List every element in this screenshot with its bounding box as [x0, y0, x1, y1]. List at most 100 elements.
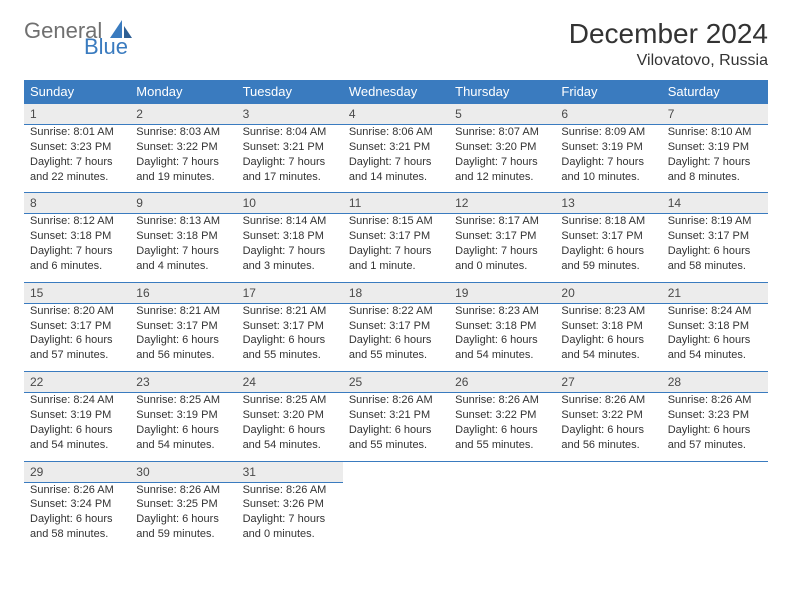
sunset-text: Sunset: 3:18 PM — [668, 319, 762, 334]
daylight-text: Daylight: 6 hours — [455, 423, 549, 438]
calendar-table: Sunday Monday Tuesday Wednesday Thursday… — [24, 80, 768, 550]
week-row: Sunrise: 8:26 AMSunset: 3:24 PMDaylight:… — [24, 482, 768, 550]
daylight-text: and 59 minutes. — [561, 259, 655, 274]
daylight-text: Daylight: 6 hours — [349, 423, 443, 438]
day-cell: Sunrise: 8:10 AMSunset: 3:19 PMDaylight:… — [662, 125, 768, 193]
day-number: 31 — [237, 461, 343, 482]
day-of-week-row: Sunday Monday Tuesday Wednesday Thursday… — [24, 80, 768, 104]
sunrise-text: Sunrise: 8:22 AM — [349, 304, 443, 319]
daylight-text: and 0 minutes. — [455, 259, 549, 274]
sunset-text: Sunset: 3:23 PM — [30, 140, 124, 155]
sunrise-text: Sunrise: 8:24 AM — [30, 393, 124, 408]
daylight-text: and 0 minutes. — [243, 527, 337, 542]
daylight-text: Daylight: 6 hours — [243, 423, 337, 438]
daylight-text: and 55 minutes. — [349, 438, 443, 453]
day-number: 3 — [237, 104, 343, 125]
day-cell: Sunrise: 8:25 AMSunset: 3:20 PMDaylight:… — [237, 393, 343, 461]
daylight-text: Daylight: 7 hours — [668, 155, 762, 170]
sunrise-text: Sunrise: 8:25 AM — [136, 393, 230, 408]
daylight-text: Daylight: 6 hours — [668, 333, 762, 348]
daylight-text: Daylight: 6 hours — [136, 333, 230, 348]
daylight-text: and 54 minutes. — [561, 348, 655, 363]
daylight-text: and 14 minutes. — [349, 170, 443, 185]
sunrise-text: Sunrise: 8:03 AM — [136, 125, 230, 140]
daylight-text: Daylight: 7 hours — [136, 155, 230, 170]
day-cell: Sunrise: 8:13 AMSunset: 3:18 PMDaylight:… — [130, 214, 236, 282]
sunrise-text: Sunrise: 8:26 AM — [455, 393, 549, 408]
daylight-text: and 54 minutes. — [243, 438, 337, 453]
daylight-text: and 55 minutes. — [349, 348, 443, 363]
day-number: 9 — [130, 193, 236, 214]
sunrise-text: Sunrise: 8:24 AM — [668, 304, 762, 319]
day-number: 13 — [555, 193, 661, 214]
day-cell: Sunrise: 8:25 AMSunset: 3:19 PMDaylight:… — [130, 393, 236, 461]
dow-sun: Sunday — [24, 80, 130, 104]
sunset-text: Sunset: 3:17 PM — [349, 229, 443, 244]
day-cell: Sunrise: 8:01 AMSunset: 3:23 PMDaylight:… — [24, 125, 130, 193]
daylight-text: and 10 minutes. — [561, 170, 655, 185]
daylight-text: and 58 minutes. — [30, 527, 124, 542]
day-cell: Sunrise: 8:23 AMSunset: 3:18 PMDaylight:… — [449, 303, 555, 371]
sunrise-text: Sunrise: 8:20 AM — [30, 304, 124, 319]
day-cell: Sunrise: 8:20 AMSunset: 3:17 PMDaylight:… — [24, 303, 130, 371]
brand-text: General Blue — [24, 18, 102, 44]
month-title: December 2024 — [569, 18, 768, 50]
empty-cell — [555, 482, 661, 550]
daylight-text: and 59 minutes. — [136, 527, 230, 542]
title-block: December 2024 Vilovatovo, Russia — [569, 18, 768, 70]
sunrise-text: Sunrise: 8:23 AM — [561, 304, 655, 319]
day-number: 4 — [343, 104, 449, 125]
day-cell: Sunrise: 8:18 AMSunset: 3:17 PMDaylight:… — [555, 214, 661, 282]
day-cell: Sunrise: 8:21 AMSunset: 3:17 PMDaylight:… — [130, 303, 236, 371]
daylight-text: and 54 minutes. — [668, 348, 762, 363]
day-cell: Sunrise: 8:26 AMSunset: 3:26 PMDaylight:… — [237, 482, 343, 550]
daylight-text: and 55 minutes. — [455, 438, 549, 453]
daylight-text: Daylight: 6 hours — [561, 244, 655, 259]
daylight-text: and 57 minutes. — [668, 438, 762, 453]
empty-cell — [343, 482, 449, 550]
daylight-text: and 56 minutes. — [561, 438, 655, 453]
dow-wed: Wednesday — [343, 80, 449, 104]
daylight-text: Daylight: 7 hours — [243, 155, 337, 170]
daylight-text: Daylight: 7 hours — [349, 244, 443, 259]
sunrise-text: Sunrise: 8:14 AM — [243, 214, 337, 229]
day-cell: Sunrise: 8:26 AMSunset: 3:22 PMDaylight:… — [555, 393, 661, 461]
day-number — [555, 461, 661, 482]
daylight-text: and 58 minutes. — [668, 259, 762, 274]
daynum-row: 22232425262728 — [24, 372, 768, 393]
day-cell: Sunrise: 8:19 AMSunset: 3:17 PMDaylight:… — [662, 214, 768, 282]
sunrise-text: Sunrise: 8:07 AM — [455, 125, 549, 140]
day-number: 26 — [449, 372, 555, 393]
sunrise-text: Sunrise: 8:10 AM — [668, 125, 762, 140]
sunset-text: Sunset: 3:23 PM — [668, 408, 762, 423]
sunrise-text: Sunrise: 8:17 AM — [455, 214, 549, 229]
sunrise-text: Sunrise: 8:18 AM — [561, 214, 655, 229]
daylight-text: and 56 minutes. — [136, 348, 230, 363]
daynum-row: 891011121314 — [24, 193, 768, 214]
day-number: 14 — [662, 193, 768, 214]
day-number: 25 — [343, 372, 449, 393]
sunset-text: Sunset: 3:18 PM — [455, 319, 549, 334]
sunrise-text: Sunrise: 8:25 AM — [243, 393, 337, 408]
daylight-text: and 17 minutes. — [243, 170, 337, 185]
sunrise-text: Sunrise: 8:21 AM — [243, 304, 337, 319]
day-cell: Sunrise: 8:07 AMSunset: 3:20 PMDaylight:… — [449, 125, 555, 193]
day-cell: Sunrise: 8:26 AMSunset: 3:23 PMDaylight:… — [662, 393, 768, 461]
daylight-text: Daylight: 7 hours — [243, 244, 337, 259]
sunset-text: Sunset: 3:17 PM — [30, 319, 124, 334]
sunset-text: Sunset: 3:22 PM — [561, 408, 655, 423]
dow-mon: Monday — [130, 80, 236, 104]
sunrise-text: Sunrise: 8:26 AM — [561, 393, 655, 408]
sunrise-text: Sunrise: 8:23 AM — [455, 304, 549, 319]
daynum-row: 1234567 — [24, 104, 768, 125]
sunset-text: Sunset: 3:18 PM — [561, 319, 655, 334]
daylight-text: Daylight: 7 hours — [30, 155, 124, 170]
day-number: 28 — [662, 372, 768, 393]
day-number — [449, 461, 555, 482]
calendar-body: 1234567Sunrise: 8:01 AMSunset: 3:23 PMDa… — [24, 104, 768, 550]
sunset-text: Sunset: 3:17 PM — [243, 319, 337, 334]
empty-cell — [449, 482, 555, 550]
sunset-text: Sunset: 3:20 PM — [455, 140, 549, 155]
sunset-text: Sunset: 3:21 PM — [349, 140, 443, 155]
day-number: 5 — [449, 104, 555, 125]
